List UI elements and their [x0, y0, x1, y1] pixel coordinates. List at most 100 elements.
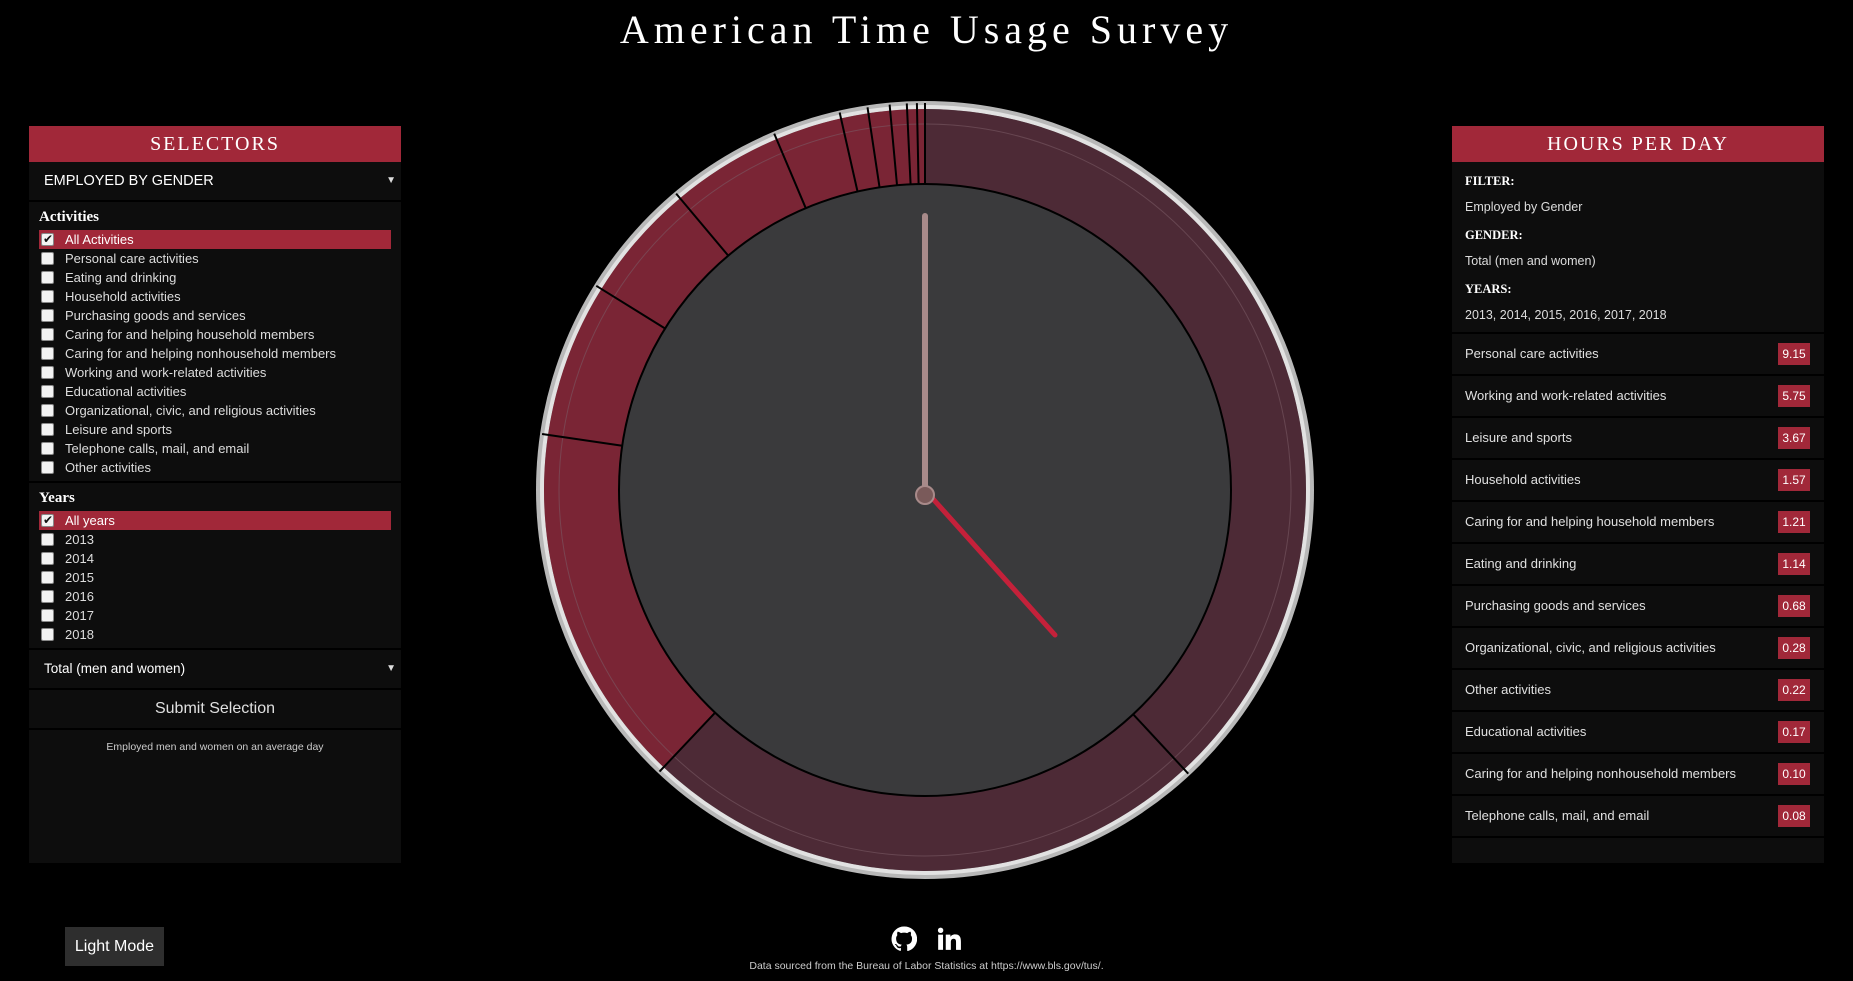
- year-checkbox-row[interactable]: 2013: [39, 530, 391, 549]
- hours-value-badge: 3.67: [1778, 427, 1810, 449]
- year-checkbox-row[interactable]: 2014: [39, 549, 391, 568]
- years-group: Years ✔ All years 2013 2014 2015 2016 2017 2018: [29, 483, 401, 650]
- checkbox[interactable]: [41, 385, 54, 398]
- hours-row: Organizational, civic, and religious act…: [1452, 628, 1824, 670]
- hours-value-badge: 0.28: [1778, 637, 1810, 659]
- ring-divider: [888, 104, 899, 186]
- ring-slice-household-activities[interactable]: [548, 288, 666, 446]
- checkbox[interactable]: [41, 328, 54, 341]
- checkbox[interactable]: [41, 347, 54, 360]
- checkbox[interactable]: [41, 252, 54, 265]
- submit-selection-button[interactable]: Submit Selection: [29, 690, 401, 730]
- year-label: 2013: [65, 532, 94, 547]
- checkbox[interactable]: [41, 461, 54, 474]
- ring-slice-organizational-civic-and-religious-activities[interactable]: [840, 113, 880, 192]
- year-label: All years: [65, 513, 115, 528]
- ring-slice-educational-activities[interactable]: [890, 109, 911, 186]
- dataset-select-value: EMPLOYED BY GENDER: [44, 173, 214, 189]
- hours-row: Leisure and sports 3.67: [1452, 418, 1824, 460]
- checkbox[interactable]: [41, 366, 54, 379]
- activity-label: Eating and drinking: [65, 270, 177, 285]
- hours-list: Personal care activities 9.15 Working and …: [1452, 334, 1824, 838]
- filter-label: FILTER:: [1465, 174, 1515, 188]
- hours-header: HOURS PER DAY: [1452, 126, 1824, 162]
- year-label: 2018: [65, 627, 94, 642]
- activity-checkbox-row[interactable]: Personal care activities: [39, 249, 391, 268]
- page-title: American Time Usage Survey: [619, 7, 1234, 52]
- clock-center-pin: [915, 485, 935, 505]
- ring-slice-caring-for-and-helping-household-members[interactable]: [601, 198, 729, 329]
- checkbox[interactable]: ✔: [41, 232, 54, 246]
- activity-checkbox-row[interactable]: Purchasing goods and services: [39, 306, 391, 325]
- checkbox[interactable]: [41, 442, 54, 455]
- ring-divider: [838, 112, 859, 192]
- hours-row-label: Purchasing goods and services: [1465, 598, 1646, 613]
- year-checkbox-row[interactable]: 2015: [39, 568, 391, 587]
- github-icon[interactable]: [891, 926, 917, 952]
- selectors-panel: SELECTORS EMPLOYED BY GENDER ▼ Activitie…: [29, 126, 401, 863]
- hours-row: Caring for and helping nonhousehold memb…: [1452, 754, 1824, 796]
- ring-divider: [866, 107, 881, 188]
- year-checkbox-row[interactable]: 2017: [39, 606, 391, 625]
- year-checkbox-row[interactable]: 2016: [39, 587, 391, 606]
- checkbox[interactable]: [41, 628, 54, 641]
- hours-value-badge: 0.08: [1778, 805, 1810, 827]
- checkbox[interactable]: ✔: [41, 513, 54, 527]
- checkbox[interactable]: [41, 309, 54, 322]
- caret-down-icon: ▼: [386, 175, 396, 186]
- checkbox[interactable]: [41, 571, 54, 584]
- activity-checkbox-row[interactable]: Working and work-related activities: [39, 363, 391, 382]
- activity-checkbox-row[interactable]: Leisure and sports: [39, 420, 391, 439]
- ring-divider: [915, 103, 920, 185]
- hours-row-label: Eating and drinking: [1465, 556, 1577, 571]
- activity-checkbox-row[interactable]: Educational activities: [39, 382, 391, 401]
- ring-slice-eating-and-drinking[interactable]: [680, 139, 806, 256]
- activity-label: Personal care activities: [65, 251, 199, 266]
- ring-slice-other-activities[interactable]: [868, 110, 898, 188]
- selection-note: Employed men and women on an average day: [106, 741, 324, 753]
- activity-label: All Activities: [65, 232, 134, 247]
- checkbox[interactable]: [41, 533, 54, 546]
- checkbox[interactable]: [41, 271, 54, 284]
- activity-checkbox-row[interactable]: Caring for and helping nonhousehold memb…: [39, 344, 391, 363]
- activity-label: Other activities: [65, 460, 151, 475]
- gender-select[interactable]: Total (men and women) ▼: [29, 650, 401, 690]
- activity-label: Household activities: [65, 289, 181, 304]
- hours-row-label: Household activities: [1465, 472, 1581, 487]
- year-checkbox-row[interactable]: 2018: [39, 625, 391, 644]
- checkbox[interactable]: [41, 290, 54, 303]
- hours-panel: HOURS PER DAY FILTER: Employed by Gender…: [1452, 126, 1824, 863]
- year-label: 2017: [65, 608, 94, 623]
- linkedin-icon[interactable]: [936, 926, 962, 952]
- checkbox[interactable]: [41, 552, 54, 565]
- activities-group: Activities ✔ All Activities Personal care …: [29, 202, 401, 483]
- ring-divider: [541, 433, 623, 447]
- hours-row-label: Educational activities: [1465, 724, 1587, 739]
- hours-value-badge: 1.14: [1778, 553, 1810, 575]
- year-checkbox-row[interactable]: ✔ All years: [39, 511, 391, 530]
- activity-checkbox-row[interactable]: Other activities: [39, 458, 391, 477]
- hours-row: Educational activities 0.17: [1452, 712, 1824, 754]
- ring-slice-personal-care-activities[interactable]: [925, 109, 1306, 770]
- hour-hand: [922, 487, 1058, 638]
- ring-slice-leisure-and-sports[interactable]: [544, 434, 716, 768]
- hours-value-badge: 9.15: [1778, 343, 1810, 365]
- activity-checkbox-row[interactable]: Organizational, civic, and religious act…: [39, 401, 391, 420]
- dataset-select[interactable]: EMPLOYED BY GENDER ▼: [29, 162, 401, 202]
- activity-checkbox-row[interactable]: Eating and drinking: [39, 268, 391, 287]
- activity-checkbox-row[interactable]: Household activities: [39, 287, 391, 306]
- checkbox[interactable]: [41, 423, 54, 436]
- activity-label: Purchasing goods and services: [65, 308, 246, 323]
- checkbox[interactable]: [41, 404, 54, 417]
- light-mode-button[interactable]: Light Mode: [65, 927, 164, 966]
- activity-checkbox-row[interactable]: Telephone calls, mail, and email: [39, 439, 391, 458]
- checkbox[interactable]: [41, 609, 54, 622]
- checkbox[interactable]: [41, 590, 54, 603]
- years-value: 2013, 2014, 2015, 2016, 2017, 2018: [1465, 308, 1667, 322]
- ring-divider: [658, 711, 716, 773]
- time-clock-chart: [536, 101, 1314, 879]
- data-source-note: Data sourced from the Bureau of Labor St…: [749, 960, 1104, 972]
- activity-label: Working and work-related activities: [65, 365, 267, 380]
- activity-checkbox-row[interactable]: ✔ All Activities: [39, 230, 391, 249]
- activity-checkbox-row[interactable]: Caring for and helping household members: [39, 325, 391, 344]
